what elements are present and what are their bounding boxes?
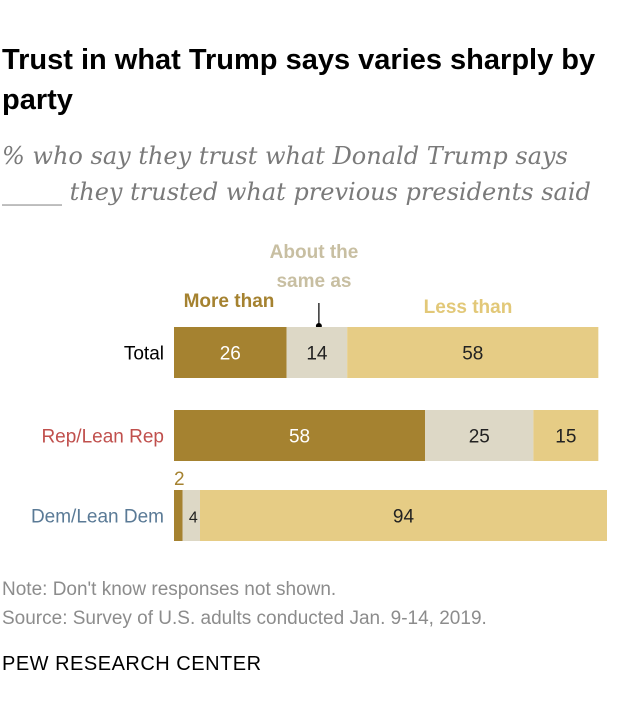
bar-rep-lean-rep-less-than	[533, 410, 599, 461]
data-label-dem-lean-dem-more-than: 2	[174, 469, 185, 490]
legend-leader-dot	[315, 323, 322, 329]
bar-rep-lean-rep-about-the-same-as	[425, 410, 534, 461]
legend-label-about-the-same-as: About the same as	[270, 242, 359, 292]
bar-total-more-than	[174, 327, 287, 378]
category-label-dem-lean-dem: Dem/Lean Dem	[31, 507, 164, 528]
bar-total-about-the-same-as	[286, 327, 348, 378]
category-label-total: Total	[124, 344, 164, 365]
chart-subtitle: % who say they trust what Donald Trump s…	[2, 142, 591, 206]
bar-dem-lean-dem-about-the-same-as	[182, 490, 200, 541]
data-label-total-about-the-same-as: 14	[306, 344, 328, 365]
data-label-rep-lean-rep-less-than: 15	[555, 427, 576, 448]
data-label-total-less-than: 58	[462, 344, 483, 365]
data-label-total-more-than: 26	[220, 344, 241, 365]
chart-note: Note: Don't know responses not shown.	[2, 579, 337, 600]
legend-label-less-than: Less than	[424, 297, 513, 318]
chart-source: Source: Survey of U.S. adults conducted …	[2, 608, 487, 629]
data-label-rep-lean-rep-about-the-same-as: 25	[469, 427, 490, 448]
chart-title: Trust in what Trump says varies sharply …	[2, 44, 596, 116]
pew-logo-text: PEW RESEARCH CENTER	[2, 653, 262, 675]
data-label-dem-lean-dem-about-the-same-as: 4	[189, 510, 198, 527]
bar-total-less-than	[347, 327, 599, 378]
bar-dem-lean-dem-less-than	[199, 490, 608, 541]
data-label-dem-lean-dem-less-than: 94	[393, 507, 415, 528]
category-label-rep-lean-rep: Rep/Lean Rep	[41, 427, 164, 448]
bar-rep-lean-rep-more-than	[174, 410, 426, 461]
data-label-rep-lean-rep-more-than: 58	[289, 427, 310, 448]
legend-label-more-than: More than	[184, 291, 275, 312]
bar-dem-lean-dem-more-than	[174, 490, 183, 541]
